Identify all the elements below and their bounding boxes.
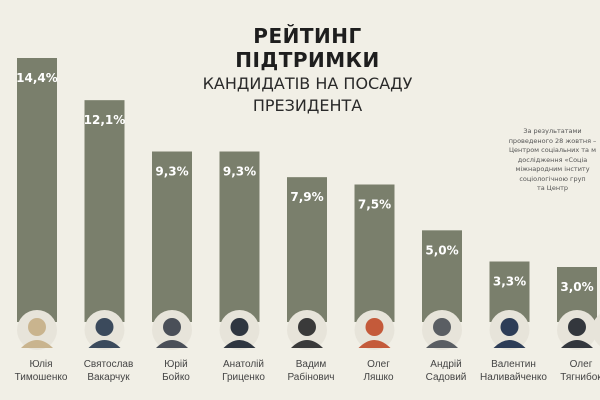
title-line-2: КАНДИДАТІВ НА ПОСАДУ bbox=[202, 74, 413, 93]
avatar-body-icon bbox=[291, 340, 323, 348]
bar bbox=[354, 184, 395, 322]
value-label: 7,9% bbox=[290, 190, 323, 204]
avatar-body-icon bbox=[88, 340, 121, 348]
candidate-last-name: Тягнибок bbox=[560, 371, 600, 383]
avatar-head-icon bbox=[95, 318, 114, 336]
bar bbox=[219, 151, 260, 322]
avatar-partial bbox=[592, 314, 600, 346]
candidate-last-name: Садовий bbox=[426, 372, 467, 383]
bar bbox=[152, 151, 192, 322]
candidate-first-name: Юрій bbox=[164, 359, 187, 370]
source-note-line: міжнародним інститу bbox=[515, 165, 590, 173]
candidate-first-name: Валентин bbox=[491, 359, 536, 370]
candidate-first-name: Олег bbox=[367, 359, 390, 370]
candidate-first-name: Святослав bbox=[84, 359, 134, 370]
candidate-last-name: Тимошенко bbox=[15, 372, 68, 383]
value-label: 7,5% bbox=[358, 198, 391, 212]
candidate-first-name: Вадим bbox=[296, 359, 327, 370]
source-note-line: та Центр bbox=[536, 184, 569, 192]
avatar-head-icon bbox=[230, 318, 249, 336]
value-label: 5,0% bbox=[425, 243, 458, 257]
avatar-body-icon bbox=[156, 340, 188, 348]
avatar-head-icon bbox=[365, 318, 384, 336]
source-note-line: дослідження «Соціа bbox=[517, 155, 588, 164]
title-line-3: ПРЕЗИДЕНТА bbox=[252, 96, 363, 115]
candidate-last-name: Гриценко bbox=[222, 372, 265, 383]
value-label: 3,3% bbox=[493, 275, 526, 289]
bar bbox=[422, 230, 462, 322]
source-note-line: За результатами bbox=[523, 127, 582, 135]
bar bbox=[17, 58, 57, 322]
source-note-line: соціологічною груп bbox=[519, 174, 586, 183]
avatar-head-icon bbox=[298, 318, 316, 336]
value-label: 9,3% bbox=[223, 165, 256, 179]
source-note-line: проведеного 28 жовтня – bbox=[508, 136, 597, 145]
value-label: 14,4% bbox=[16, 71, 58, 85]
value-label: 9,3% bbox=[155, 165, 188, 179]
title-line-1: РЕЙТИНГ ПІДТРИМКИ bbox=[235, 24, 380, 72]
source-note-line: Центром соціальних та м bbox=[508, 146, 597, 154]
candidate-last-name: Наливайченко bbox=[480, 372, 547, 383]
bar bbox=[287, 177, 327, 322]
candidate-last-name: Ляшко bbox=[363, 372, 393, 383]
candidate-first-name: Юлія bbox=[29, 359, 52, 370]
avatar-head-icon bbox=[500, 318, 519, 336]
candidate-first-name: Олег bbox=[570, 359, 593, 370]
source-note: За результатами проведеного 28 жовтня – … bbox=[500, 127, 600, 194]
avatar-head-icon bbox=[568, 318, 586, 336]
candidate-last-name: Рабінович bbox=[287, 371, 334, 383]
avatar-body-icon bbox=[561, 340, 593, 348]
candidate-first-name: Андрій bbox=[430, 359, 461, 370]
value-label: 12,1% bbox=[84, 113, 126, 127]
avatar-body-icon bbox=[493, 340, 526, 348]
avatar-head-icon bbox=[163, 318, 181, 336]
avatar-body-icon bbox=[426, 340, 458, 348]
avatar-head-icon bbox=[28, 318, 46, 336]
bar bbox=[84, 100, 125, 323]
avatar-head-icon bbox=[433, 318, 451, 336]
avatar-body-icon bbox=[358, 340, 391, 348]
chart-title: РЕЙТИНГ ПІДТРИМКИ КАНДИДАТІВ НА ПОСАДУ П… bbox=[180, 24, 435, 116]
candidate-first-name: Анатолій bbox=[223, 359, 264, 370]
avatar-body-icon bbox=[21, 340, 53, 348]
avatar-body-icon bbox=[223, 340, 256, 348]
candidate-last-name: Вакарчук bbox=[87, 372, 130, 383]
value-label: 3,0% bbox=[560, 280, 593, 294]
candidate-last-name: Бойко bbox=[162, 372, 190, 383]
